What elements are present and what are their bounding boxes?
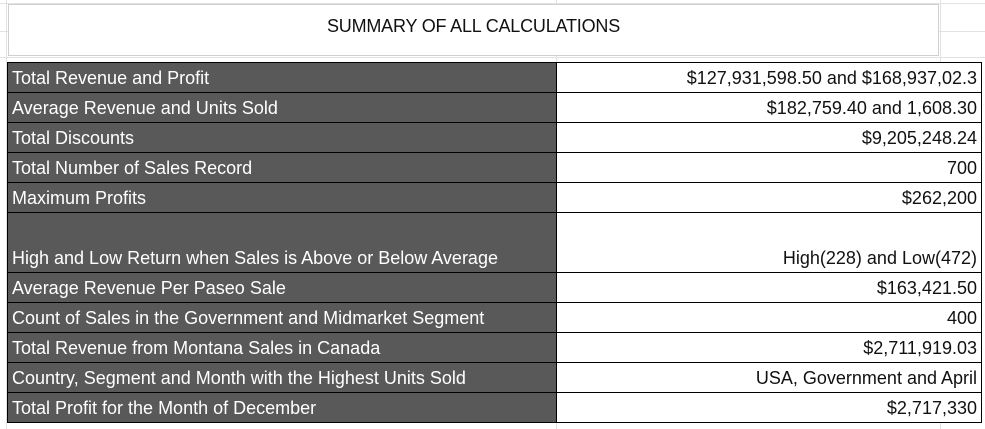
row-value-cell[interactable]: High(228) and Low(472) (556, 212, 982, 273)
row-label-cell[interactable]: Country, Segment and Month with the High… (7, 362, 557, 393)
row-label-cell[interactable]: Average Revenue Per Paseo Sale (7, 272, 557, 303)
table-row: Country, Segment and Month with the High… (7, 362, 982, 393)
summary-title: SUMMARY OF ALL CALCULATIONS (326, 16, 620, 36)
table-row: Average Revenue Per Paseo Sale $163,421.… (7, 272, 982, 303)
table-row: Total Discounts $9,205,248.24 (7, 122, 982, 153)
row-label-cell[interactable]: Total Number of Sales Record (7, 152, 557, 183)
row-value-cell[interactable]: 700 (556, 152, 982, 183)
table-row: High and Low Return when Sales is Above … (7, 212, 982, 273)
row-label-cell[interactable]: Total Profit for the Month of December (7, 392, 557, 423)
row-value-cell[interactable]: $163,421.50 (556, 272, 982, 303)
row-label-cell[interactable]: Total Revenue and Profit (7, 62, 557, 93)
summary-table: Total Revenue and Profit $127,931,598.50… (7, 62, 982, 423)
gridline (0, 57, 985, 58)
table-row: Average Revenue and Units Sold $182,759.… (7, 92, 982, 123)
table-row: Total Revenue from Montana Sales in Cana… (7, 332, 982, 363)
row-value-cell[interactable]: $2,711,919.03 (556, 332, 982, 363)
row-value-cell[interactable]: $182,759.40 and 1,608.30 (556, 92, 982, 123)
row-label-cell[interactable]: Maximum Profits (7, 182, 557, 213)
row-label-cell[interactable]: Average Revenue and Units Sold (7, 92, 557, 123)
summary-title-cell[interactable]: SUMMARY OF ALL CALCULATIONS (8, 4, 939, 56)
row-value-cell[interactable]: USA, Government and April (556, 362, 982, 393)
table-row: Count of Sales in the Government and Mid… (7, 302, 982, 333)
row-label-cell[interactable]: Count of Sales in the Government and Mid… (7, 302, 557, 333)
table-row: Maximum Profits $262,200 (7, 182, 982, 213)
row-value-cell[interactable]: $127,931,598.50 and $168,937,02.3 (556, 62, 982, 93)
table-row: Total Revenue and Profit $127,931,598.50… (7, 62, 982, 93)
row-value-cell[interactable]: $2,717,330 (556, 392, 982, 423)
row-label-cell[interactable]: High and Low Return when Sales is Above … (7, 212, 557, 273)
row-label-cell[interactable]: Total Discounts (7, 122, 557, 153)
row-value-cell[interactable]: $262,200 (556, 182, 982, 213)
gridline (6, 0, 7, 429)
row-value-cell[interactable]: 400 (556, 302, 982, 333)
gridline (0, 3, 985, 4)
row-value-cell[interactable]: $9,205,248.24 (556, 122, 982, 153)
row-label-cell[interactable]: Total Revenue from Montana Sales in Cana… (7, 332, 557, 363)
table-row: Total Number of Sales Record 700 (7, 152, 982, 183)
table-row: Total Profit for the Month of December $… (7, 392, 982, 423)
